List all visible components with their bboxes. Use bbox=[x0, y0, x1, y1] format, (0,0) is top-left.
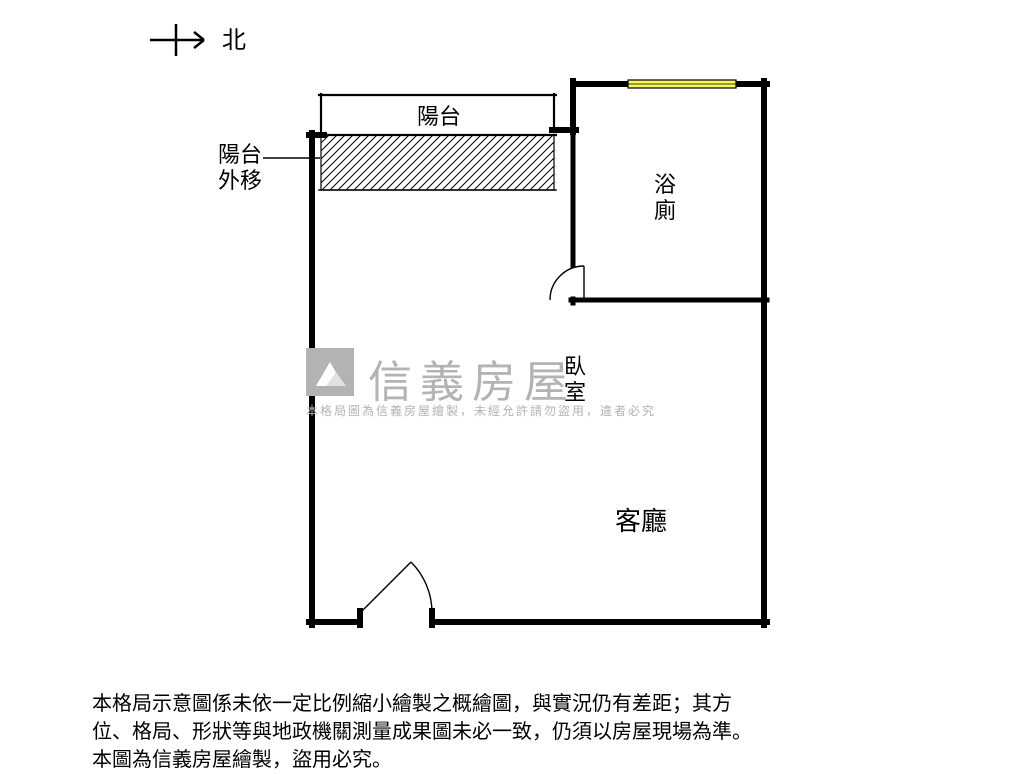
bathroom-door bbox=[550, 266, 584, 300]
watermark-logo bbox=[306, 348, 354, 396]
disclaimer-line1: 本格局示意圖係未依一定比例縮小繪製之概繪圖，與實況仍有差距；其方 bbox=[92, 693, 732, 715]
bathroom-label: 浴 廁 bbox=[650, 172, 680, 225]
disclaimer: 本格局示意圖係未依一定比例縮小繪製之概繪圖，與實況仍有差距；其方 位、格局、形狀… bbox=[92, 690, 952, 774]
bathroom-line1: 浴 bbox=[654, 172, 676, 197]
bathroom-line2: 廁 bbox=[654, 198, 676, 223]
watermark-main: 信義房屋 bbox=[368, 346, 576, 410]
hatched-area bbox=[321, 135, 554, 190]
balcony-label: 陽台 bbox=[417, 104, 461, 130]
floorplan-canvas: 北 陽台 外移 bbox=[0, 0, 1024, 768]
living-label: 客廳 bbox=[615, 506, 667, 537]
watermark-sub: 本格局圖為信義房屋繪製，未經允許請勿盜用，違者必究 bbox=[306, 402, 656, 419]
disclaimer-line2: 位、格局、形狀等與地政機關測量成果圖未必一致，仍須以房屋現場為準。 bbox=[92, 721, 752, 743]
main-door bbox=[360, 562, 432, 613]
